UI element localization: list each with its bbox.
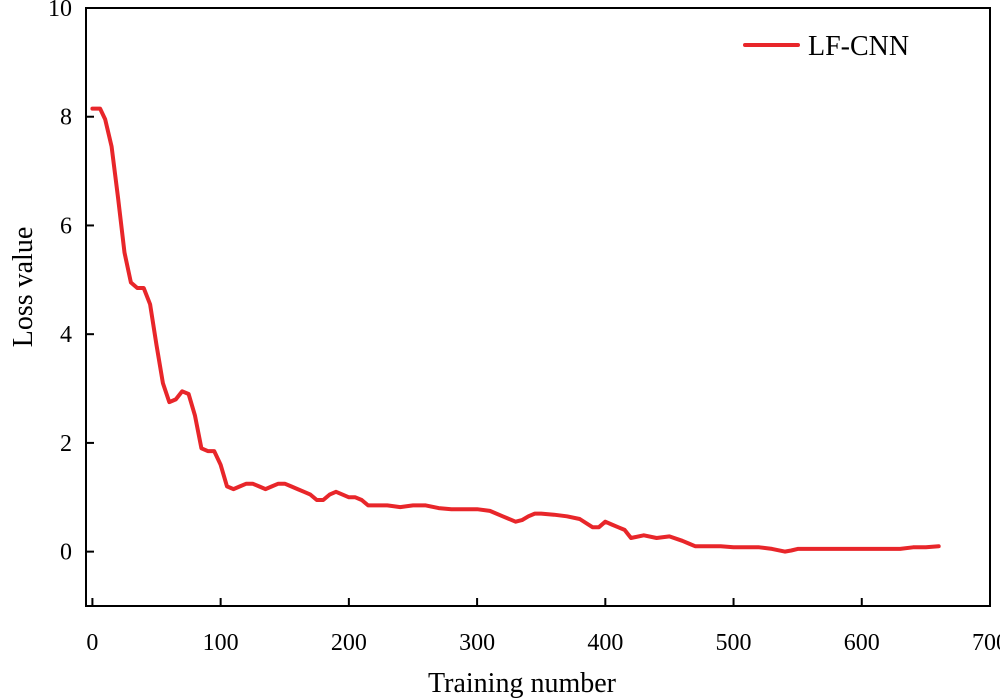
x-tick-label: 600 — [844, 630, 880, 656]
x-axis-title: Training number — [428, 668, 617, 699]
x-tick-label: 500 — [716, 630, 752, 656]
x-tick-label: 400 — [587, 630, 623, 656]
y-axis-title: Loss value — [8, 227, 39, 348]
y-tick-label: 6 — [60, 213, 72, 239]
x-axis-ticks: 0 100 200 300 400 500 600 700 — [86, 598, 1000, 656]
y-axis-ticks: 0 2 4 6 8 10 — [48, 0, 94, 566]
x-tick-label: 0 — [86, 630, 98, 656]
y-tick-label: 8 — [60, 105, 72, 131]
x-tick-label: 100 — [203, 630, 239, 656]
y-tick-label: 10 — [48, 0, 72, 22]
series-line-lf-cnn — [90, 106, 941, 554]
y-tick-label: 2 — [60, 431, 72, 457]
series-layer — [90, 106, 941, 554]
x-tick-label: 200 — [331, 630, 367, 656]
plot-frame — [85, 7, 991, 607]
legend-label-lf-cnn: LF-CNN — [808, 31, 909, 62]
x-tick-label: 700 — [972, 630, 1000, 656]
x-tick-label: 300 — [459, 630, 495, 656]
y-tick-label: 4 — [60, 322, 72, 348]
y-tick-label: 0 — [60, 540, 72, 566]
legend: LF-CNN — [743, 31, 909, 62]
